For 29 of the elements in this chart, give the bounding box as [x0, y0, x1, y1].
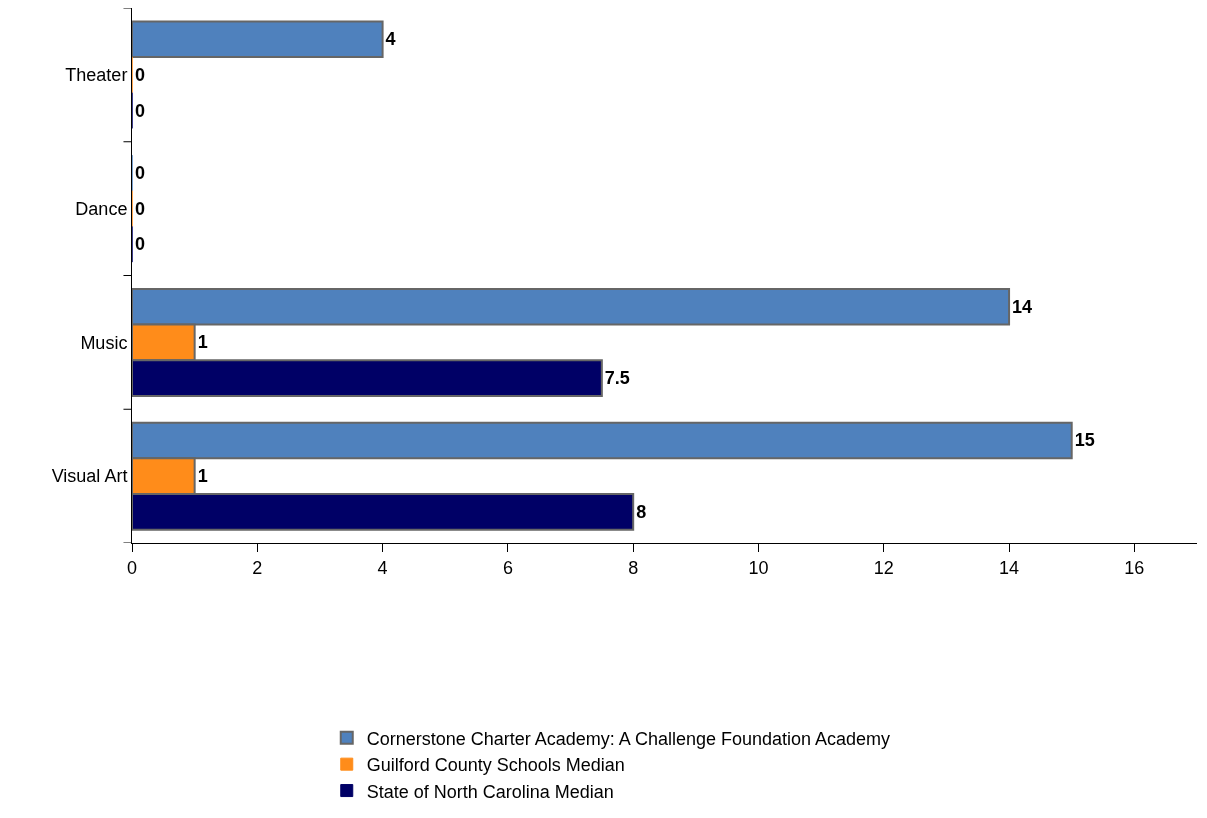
legend-label: State of North Carolina Median — [366, 781, 614, 802]
x-tick-label: 0 — [126, 557, 138, 578]
x-tick-label: 16 — [1124, 557, 1145, 578]
x-tick-label: 12 — [873, 557, 894, 578]
x-tick-label: 10 — [748, 557, 769, 578]
data-label: 14 — [1012, 296, 1033, 317]
y-tick-label: Music — [80, 332, 128, 353]
x-tick-label: 4 — [377, 557, 388, 578]
bar — [132, 20, 384, 59]
x-tick-label: 2 — [252, 557, 263, 578]
y-tick-label: Theater — [65, 65, 128, 86]
y-tick-label: Visual Art — [51, 466, 128, 487]
x-tick-label: 14 — [999, 557, 1020, 578]
y-tick-label: Dance — [75, 198, 128, 219]
legend-label: Cornerstone Charter Academy: A Challenge Foundation Academy — [366, 728, 891, 749]
x-tick-label: 8 — [628, 557, 639, 578]
data-label: 4 — [385, 29, 396, 50]
data-label: 0 — [135, 234, 146, 255]
legend-label: Guilford County Schools Median — [366, 755, 625, 776]
data-label: 1 — [197, 332, 208, 353]
data-label: 7.5 — [604, 368, 630, 389]
data-label: 0 — [135, 162, 146, 183]
x-tick-label: 6 — [502, 557, 513, 578]
data-label: 15 — [1074, 430, 1095, 451]
data-label: 0 — [135, 100, 146, 121]
data-label: 8 — [636, 501, 647, 522]
data-label: 1 — [197, 466, 208, 487]
data-label: 0 — [135, 64, 146, 85]
data-label: 0 — [135, 198, 146, 219]
